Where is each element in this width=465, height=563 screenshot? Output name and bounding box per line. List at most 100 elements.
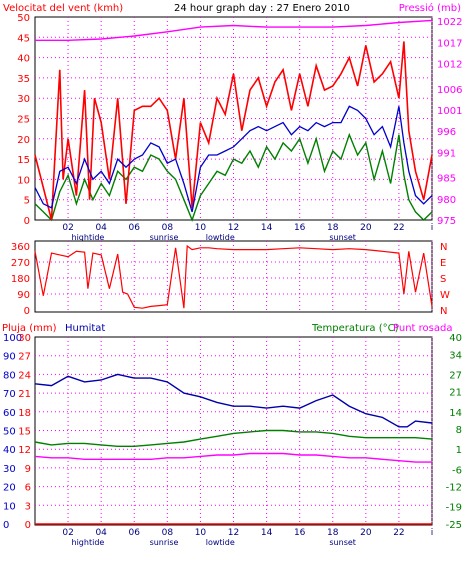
x-tick-label: 20	[360, 223, 372, 233]
x-event-label: sunrise	[150, 233, 179, 242]
x-tick-label: 16	[294, 528, 306, 538]
x-tick-label: i	[431, 223, 434, 233]
x-tick-label: 08	[162, 223, 174, 233]
humidity-y-tick-label: 6	[25, 483, 31, 494]
humidity-y-tick-label: 3	[25, 501, 31, 512]
x-tick-label: 08	[162, 528, 174, 538]
x-tick-label: 04	[95, 528, 107, 538]
humidity-line	[34, 373, 433, 428]
temperature-y-tick-label: 1	[456, 445, 462, 456]
pressure-y-tick-label: 1017	[437, 38, 462, 49]
rain-y-tick-label: 50	[3, 427, 16, 438]
pressure-y-tick-label: 985	[437, 174, 456, 185]
x-event-label: sunrise	[150, 538, 179, 547]
pressure-line	[35, 19, 433, 41]
direction-compass-label: E	[440, 258, 446, 269]
x-tick-label: 12	[228, 528, 239, 538]
direction-y-tick-label: 0	[24, 306, 30, 317]
temperature-y-tick-label: -25	[446, 520, 462, 531]
direction-compass-label: N	[440, 242, 447, 253]
dewpoint-line	[34, 452, 432, 463]
pressure-y-tick-label: 975	[437, 216, 456, 227]
temperature-y-tick-label: 8	[456, 425, 462, 436]
x-tick-label: 02	[62, 528, 73, 538]
x-tick-label: 14	[261, 223, 273, 233]
x-tick-label: 20	[360, 528, 372, 538]
x-tick-label: 18	[327, 223, 339, 233]
x-tick-label: 02	[62, 223, 73, 233]
pressure-y-tick-label: 996	[437, 127, 456, 138]
wind-y-tick-label: 0	[24, 216, 30, 227]
humidity-y-tick-label: 0	[25, 520, 31, 531]
temperature-y-tick-label: -6	[452, 465, 462, 476]
wind-y-tick-label: 45	[17, 33, 30, 44]
wind-y-tick-label: 20	[17, 135, 30, 146]
x-tick-label: 12	[228, 223, 239, 233]
x-tick-label: 22	[393, 223, 404, 233]
direction-y-tick-label: 270	[11, 258, 30, 269]
x-event-label: sunset	[329, 233, 356, 242]
x-tick-label: 14	[261, 528, 273, 538]
humidity-y-tick-label: 18	[18, 408, 31, 419]
rain-y-tick-label: 100	[3, 333, 22, 344]
x-tick-label: 04	[95, 223, 107, 233]
rain-y-tick-label: 70	[3, 389, 16, 400]
x-tick-label: 18	[327, 528, 339, 538]
wind-y-tick-label: 50	[17, 13, 30, 24]
rain-y-tick-label: 90	[3, 352, 16, 363]
humidity-axis-title: Humitat	[65, 323, 105, 334]
temperature-y-tick-label: 21	[449, 388, 462, 399]
rain-y-tick-label: 80	[3, 370, 16, 381]
wind-y-tick-label: 40	[17, 54, 30, 65]
temperature-y-tick-label: -19	[446, 503, 462, 514]
wind-direction-line	[34, 244, 433, 309]
humidity-y-tick-label: 15	[18, 427, 31, 438]
wind-gust-line	[34, 41, 433, 221]
humidity-y-tick-label: 24	[18, 370, 31, 381]
humidity-y-tick-label: 30	[18, 333, 31, 344]
rain-y-tick-label: 30	[3, 464, 16, 475]
humidity-y-tick-label: 12	[18, 445, 31, 456]
temperature-y-tick-label: 40	[449, 333, 462, 344]
x-tick-label: 06	[129, 223, 141, 233]
x-tick-label: 10	[195, 223, 207, 233]
x-tick-label: 22	[393, 528, 404, 538]
wind-y-tick-label: 10	[17, 175, 30, 186]
humidity-y-tick-label: 27	[18, 352, 31, 363]
direction-compass-label: S	[440, 274, 446, 285]
humidity-y-tick-label: 21	[18, 389, 31, 400]
pressure-y-tick-label: 1001	[437, 106, 462, 117]
pressure-y-tick-label: 1012	[437, 60, 462, 71]
dewpoint-axis-title: Punt rosada	[393, 323, 452, 334]
wind-y-tick-label: 35	[17, 74, 30, 85]
direction-compass-label: N	[440, 306, 447, 317]
pressure-axis-title: Pressió (mb)	[399, 2, 461, 14]
humidity-y-tick-label: 9	[25, 464, 31, 475]
chart-title: 24 hour graph day : 27 Enero 2010	[174, 3, 350, 14]
rain-axis-title: Pluja (mm)	[2, 323, 57, 334]
pressure-y-tick-label: 1006	[437, 85, 462, 96]
x-tick-label: 06	[129, 528, 141, 538]
x-tick-label: i	[431, 528, 434, 538]
x-event-label: hightide	[72, 538, 105, 547]
x-tick-label: 10	[195, 528, 207, 538]
pressure-y-tick-label: 980	[437, 195, 456, 206]
wind-speed-axis-title: Velocitat del vent (kmh)	[3, 3, 123, 14]
rain-y-tick-label: 20	[3, 483, 16, 494]
temperature-y-tick-label: 34	[449, 350, 462, 361]
rain-y-tick-label: 0	[3, 520, 9, 531]
direction-y-tick-label: 180	[11, 274, 30, 285]
x-event-label: lowtide	[206, 538, 235, 547]
rain-y-tick-label: 60	[3, 408, 16, 419]
wind-average-line	[34, 105, 433, 213]
wind-y-tick-label: 15	[17, 155, 30, 166]
temperature-axis-title: Temperatura (°C)	[311, 323, 399, 334]
rain-y-tick-label: 10	[3, 501, 16, 512]
pressure-y-tick-label: 991	[437, 148, 456, 159]
x-event-label: sunset	[329, 538, 356, 547]
x-event-label: hightide	[72, 233, 105, 242]
pressure-y-tick-label: 1022	[437, 17, 462, 28]
direction-compass-label: W	[440, 290, 450, 301]
wind-low-line	[34, 132, 433, 223]
